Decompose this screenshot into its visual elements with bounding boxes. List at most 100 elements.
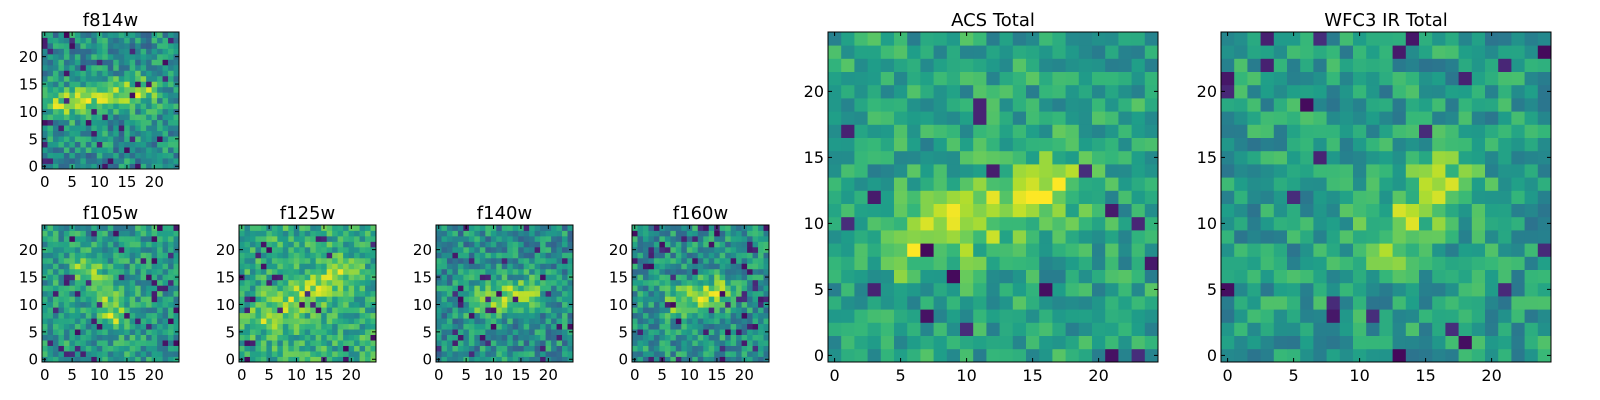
- heatmap-cell: [468, 312, 475, 319]
- heatmap-cell: [266, 263, 273, 270]
- heatmap-cell: [867, 177, 882, 191]
- x-tick-label: 5: [896, 366, 906, 385]
- heatmap-cell: [326, 241, 333, 248]
- heatmap-cell: [124, 147, 131, 153]
- heatmap-cell: [310, 318, 317, 325]
- heatmap-cell: [337, 290, 344, 297]
- heatmap-cell: [920, 150, 934, 165]
- heatmap-cell: [1131, 348, 1146, 363]
- heatmap-cell: [752, 351, 759, 357]
- heatmap-cell: [854, 203, 868, 218]
- heatmap-cell: [725, 257, 732, 264]
- heatmap-cell: [880, 230, 895, 244]
- heatmap-cell: [113, 70, 120, 77]
- heatmap-cell: [681, 296, 688, 303]
- heatmap-cell: [1339, 124, 1354, 138]
- heatmap-cell: [664, 351, 671, 357]
- heatmap-cell: [52, 81, 59, 88]
- heatmap-cell: [157, 114, 163, 121]
- heatmap-cell: [85, 257, 92, 264]
- heatmap-cell: [304, 263, 311, 270]
- axes-frame: [41, 224, 180, 363]
- heatmap-cell: [74, 119, 81, 126]
- heatmap-cell: [894, 164, 908, 178]
- heatmap-cell: [479, 351, 486, 357]
- heatmap-cell: [80, 64, 87, 71]
- heatmap-cell: [534, 312, 541, 319]
- heatmap-cell: [74, 274, 81, 281]
- heatmap-cell: [708, 279, 715, 286]
- heatmap-cell: [1498, 177, 1512, 191]
- heatmap-cell: [266, 312, 273, 319]
- heatmap-cell: [47, 356, 54, 363]
- heatmap-cell: [1458, 150, 1473, 165]
- heatmap-cell: [271, 263, 278, 270]
- heatmap-cell: [343, 252, 349, 259]
- heatmap-cell: [135, 130, 142, 137]
- heatmap-cell: [348, 235, 355, 242]
- heatmap-cell: [91, 53, 98, 60]
- heatmap-cell: [1339, 190, 1354, 204]
- heatmap-cell: [894, 58, 908, 72]
- heatmap-cell: [1353, 164, 1367, 178]
- heatmap-cell: [315, 225, 322, 231]
- heatmap-cell: [1039, 137, 1053, 152]
- heatmap-cell: [326, 301, 333, 308]
- heatmap-cell: [1537, 230, 1552, 244]
- heatmap-cell: [529, 246, 536, 253]
- heatmap-cell: [277, 356, 284, 363]
- heatmap-cell: [239, 235, 245, 242]
- heatmap-cell: [828, 164, 842, 178]
- heatmap-cell: [719, 274, 726, 281]
- heatmap-cell: [1287, 282, 1301, 297]
- heatmap-cell: [697, 351, 704, 357]
- heatmap-cell: [675, 318, 682, 325]
- heatmap-cell: [1105, 190, 1119, 204]
- heatmap-cell: [1353, 177, 1367, 191]
- heatmap-cell: [118, 274, 125, 281]
- heatmap-cell: [74, 318, 81, 325]
- heatmap-cell: [124, 246, 131, 253]
- heatmap-cell: [1092, 256, 1106, 270]
- heatmap-cell: [1313, 137, 1327, 152]
- heatmap-cell: [304, 323, 311, 330]
- heatmap-cell: [452, 312, 459, 319]
- heatmap-cell: [107, 163, 114, 170]
- heatmap-cell: [162, 147, 169, 153]
- heatmap-cell: [69, 257, 76, 264]
- heatmap-cell: [441, 301, 448, 308]
- heatmap-cell: [113, 152, 120, 159]
- heatmap-cell: [74, 141, 81, 148]
- heatmap-cell: [91, 334, 98, 341]
- heatmap-cell: [973, 190, 987, 204]
- heatmap-cell: [135, 351, 142, 357]
- heatmap-cell: [162, 252, 169, 259]
- heatmap-cell: [282, 252, 289, 259]
- heatmap-cell: [752, 246, 759, 253]
- heatmap-cell: [501, 351, 508, 357]
- heatmap-cell: [47, 163, 54, 170]
- heatmap-cell: [1078, 348, 1093, 363]
- heatmap-cell: [1326, 98, 1341, 112]
- heatmap-cell: [446, 235, 453, 242]
- heatmap-cell: [708, 323, 715, 330]
- heatmap-cell: [479, 257, 486, 264]
- heatmap-cell: [496, 246, 503, 253]
- heatmap-cell: [146, 70, 152, 77]
- heatmap-cell: [271, 307, 278, 314]
- heatmap-cell: [118, 42, 125, 49]
- heatmap-cell: [1326, 269, 1341, 284]
- heatmap-cell: [507, 225, 514, 231]
- heatmap-cell: [113, 312, 120, 319]
- x-tick-label: 5: [657, 366, 667, 384]
- heatmap-cell: [551, 356, 557, 363]
- heatmap-cell: [637, 268, 644, 275]
- heatmap-cell: [747, 268, 753, 275]
- heatmap-cell: [124, 334, 131, 341]
- heatmap-cell: [255, 323, 262, 330]
- heatmap-cell: [124, 108, 131, 115]
- heatmap-cell: [146, 351, 152, 357]
- heatmap-cell: [1445, 309, 1459, 323]
- heatmap-cell: [354, 241, 360, 248]
- heatmap-cell: [708, 290, 715, 297]
